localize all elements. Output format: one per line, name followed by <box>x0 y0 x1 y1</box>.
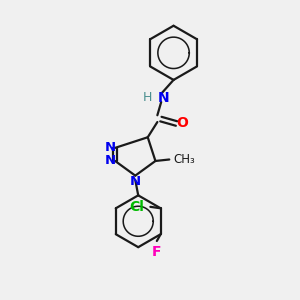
Text: N: N <box>130 175 141 188</box>
Text: N: N <box>158 91 170 105</box>
Text: CH₃: CH₃ <box>173 153 195 166</box>
Text: F: F <box>152 245 161 260</box>
Text: Cl: Cl <box>130 200 145 214</box>
Text: H: H <box>143 91 152 104</box>
Text: N: N <box>104 141 116 154</box>
Text: O: O <box>176 116 188 130</box>
Text: N: N <box>104 154 116 167</box>
